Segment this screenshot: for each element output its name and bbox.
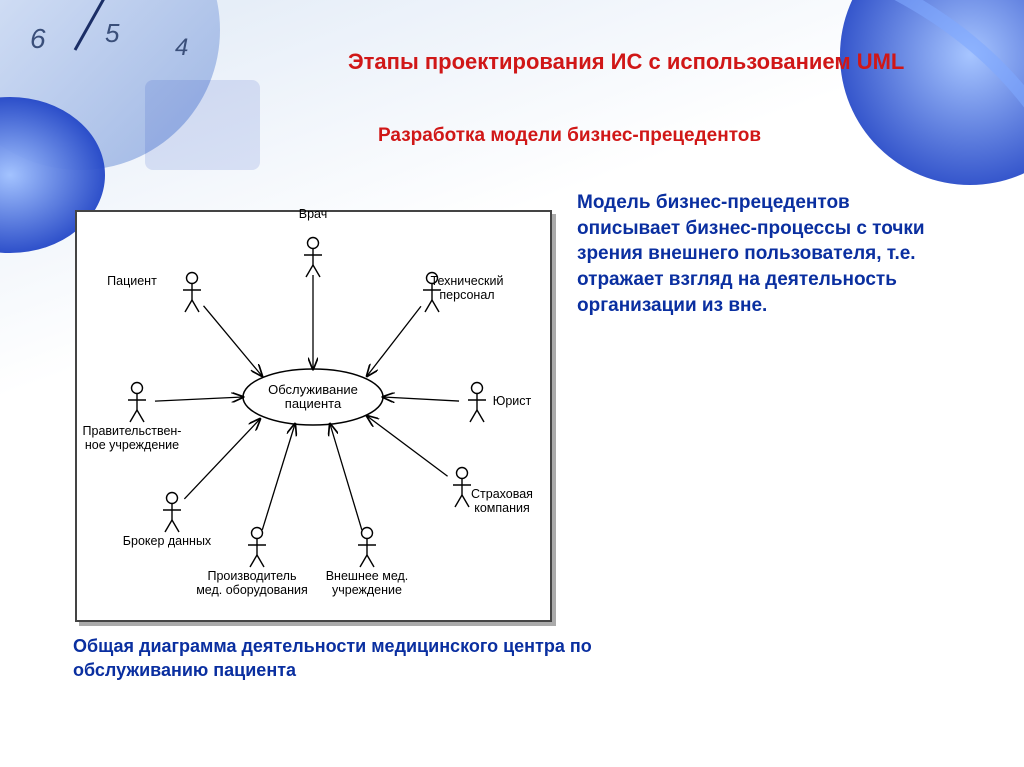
usecase-label: пациента [285,396,342,411]
actor-icon [163,493,181,533]
actor-label-vrach: Врач [283,207,343,221]
association-arrow [383,397,459,401]
actor-icon [304,238,322,278]
actor-icon [248,528,266,568]
page-subtitle: Разработка модели бизнес-прецедентов [378,125,761,147]
association-arrow [184,419,260,499]
usecase-label: Обслуживание [268,382,358,397]
actor-label-patient: Пациент [102,274,162,288]
diagram-caption: Общая диаграмма деятельности медицинског… [73,634,633,683]
association-arrow [262,424,295,530]
actor-label-manuf: Производитель мед. оборудования [187,569,317,598]
actor-icon [183,273,201,313]
actor-icon [468,383,486,423]
association-arrow [204,306,262,376]
actor-icon [358,528,376,568]
actor-label-broker: Брокер данных [117,534,217,548]
side-description: Модель бизнес-прецедентов описывает бизн… [577,190,957,318]
association-arrow [330,424,362,530]
actor-label-extmed: Внешнее мед. учреждение [317,569,417,598]
svg-text:5: 5 [105,18,120,48]
association-arrow [155,397,243,401]
actor-label-insurance: Страховая компания [462,487,542,516]
actor-label-tech: Технический персонал [422,274,512,303]
actor-label-jurist: Юрист [487,394,537,408]
svg-text:4: 4 [175,34,188,61]
actor-label-gov: Правительствен- ное учреждение [72,424,192,453]
svg-text:6: 6 [30,23,46,54]
actor-icon [128,383,146,423]
page-title: Этапы проектирования ИС с использованием… [348,48,958,76]
usecase-diagram: Обслуживаниепациента Врач Пациент Техничес… [75,210,552,622]
association-arrow [367,416,448,476]
association-arrow [367,306,421,376]
